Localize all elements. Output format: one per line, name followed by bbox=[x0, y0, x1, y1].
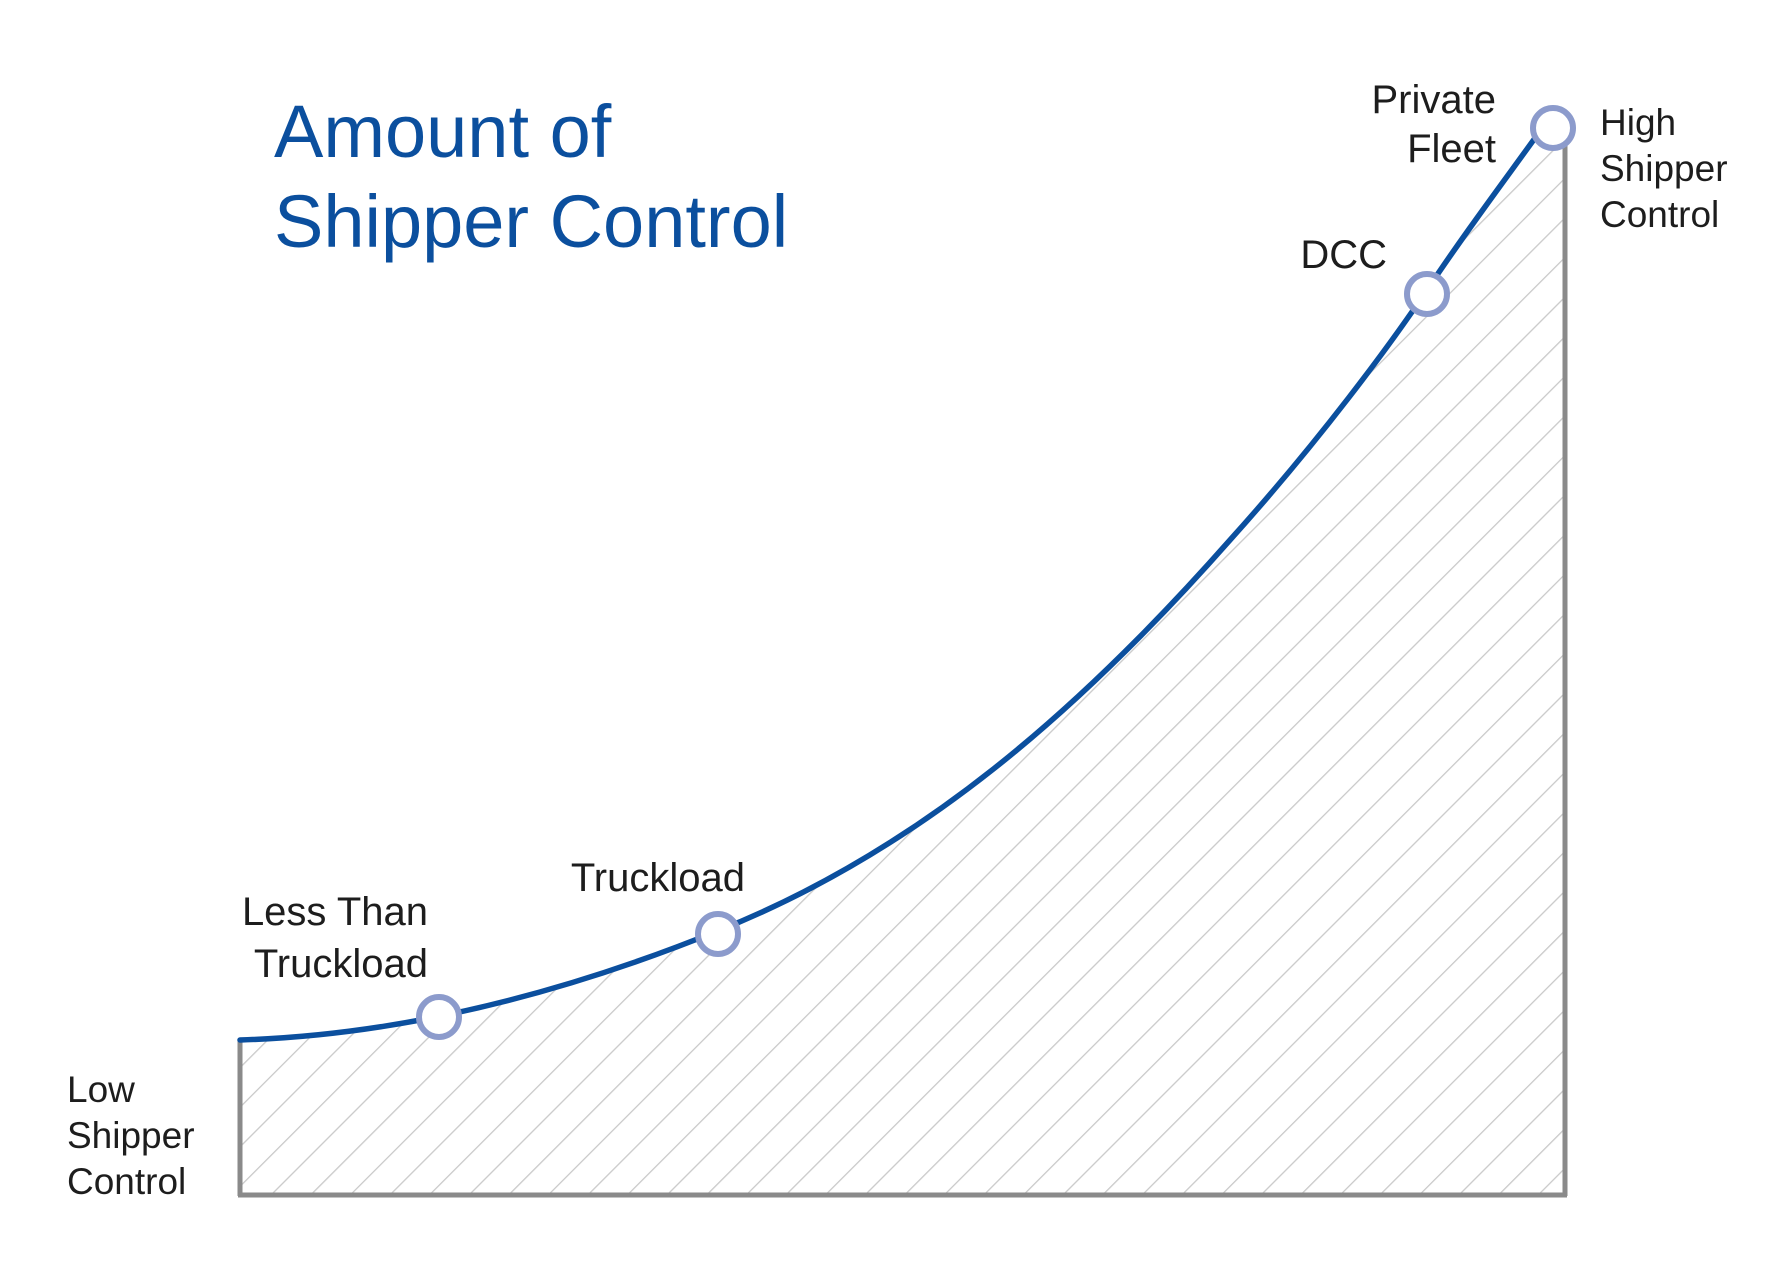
label-truckload: Truckload bbox=[571, 856, 745, 900]
marker-less-than-truckload bbox=[416, 994, 462, 1040]
label-private-fleet-line-1: Private bbox=[1372, 78, 1497, 122]
low-control-label-line-2: Shipper bbox=[67, 1115, 195, 1156]
label-private-fleet-line-2: Fleet bbox=[1407, 127, 1496, 171]
marker-dcc bbox=[1404, 271, 1450, 317]
low-control-label-line-1: Low bbox=[67, 1069, 135, 1110]
marker-private-fleet bbox=[1530, 105, 1576, 151]
low-control-label-line-3: Control bbox=[67, 1161, 186, 1202]
high-control-label-line-1: High bbox=[1600, 102, 1676, 143]
label-less-than-truckload-line-2: Truckload bbox=[254, 942, 428, 986]
marker-truckload bbox=[695, 911, 741, 957]
label-less-than-truckload-line-1: Less Than bbox=[242, 890, 428, 934]
title-line-1: Amount of bbox=[274, 90, 612, 173]
title-line-2: Shipper Control bbox=[274, 180, 788, 263]
high-control-label-line-3: Control bbox=[1600, 194, 1719, 235]
high-control-label-line-2: Shipper bbox=[1600, 148, 1728, 189]
label-dcc: DCC bbox=[1300, 233, 1387, 277]
hatched-area bbox=[240, 110, 1565, 1195]
